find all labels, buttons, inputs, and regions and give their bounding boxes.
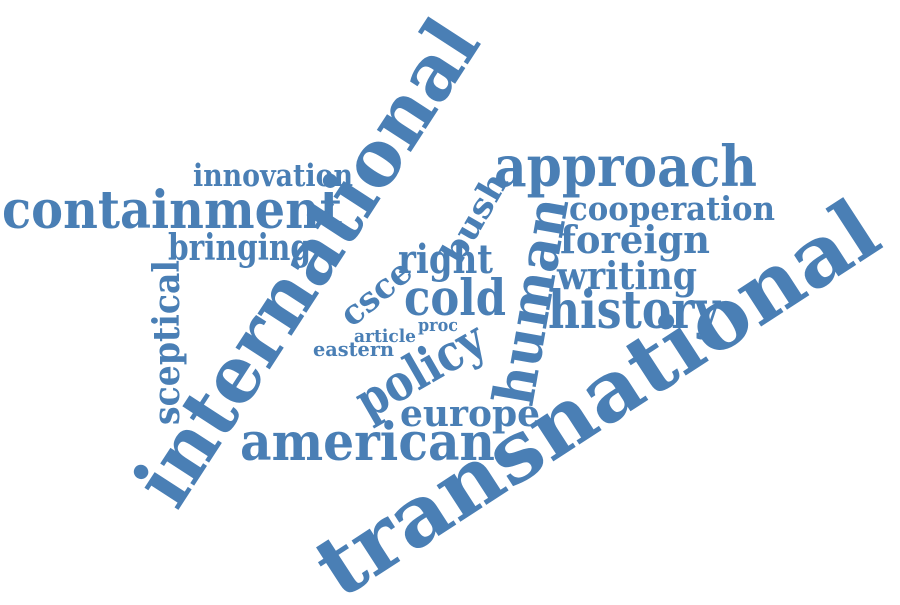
word-eastern: eastern	[313, 337, 394, 361]
word-american: american	[240, 412, 495, 473]
word-cold: cold	[404, 268, 506, 327]
word-bringing: bringing	[168, 227, 311, 269]
word-proc: proc	[418, 315, 458, 336]
word-history: history	[548, 280, 722, 341]
word-article: article	[354, 326, 416, 347]
word-foreign: foreign	[560, 217, 710, 262]
word-containment: containment	[2, 180, 342, 241]
word-writing: writing	[556, 253, 697, 298]
word-innovation: innovation	[193, 158, 353, 194]
word-bush: bush	[433, 166, 517, 271]
word-cooperation: cooperation	[569, 189, 775, 228]
word-europe: europe	[400, 393, 540, 435]
word-right: right	[398, 236, 493, 283]
word-sceptical: sceptical	[146, 260, 188, 425]
word-approach: approach	[494, 134, 757, 200]
